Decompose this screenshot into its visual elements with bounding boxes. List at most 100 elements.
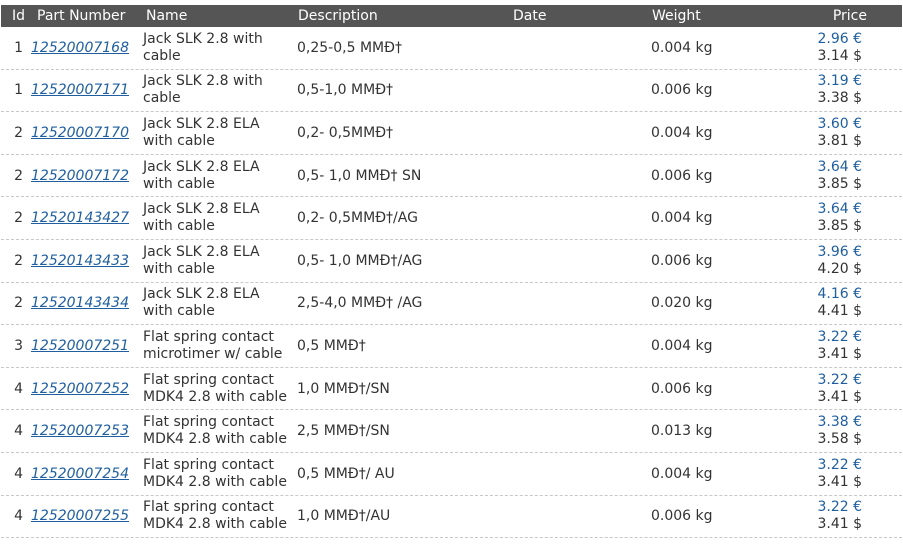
price-eur: 3.96 € [817,243,862,260]
cell-description: 0,5 MMĐ†/ AU [297,465,395,482]
part-number-link[interactable]: 12520007170 [31,124,129,141]
cell-part-number: 12520007168 [29,40,137,56]
cell-id: 4 [14,465,23,482]
part-number-link[interactable]: 12520007255 [31,508,129,525]
cell-description: 0,2- 0,5MMĐ† [297,124,394,141]
cell-description: 0,5-1,0 MMĐ† [297,82,394,99]
table-row: 1 12520007168 Jack SLK 2.8 with cable 0,25-… [1,27,902,70]
cell-name: Flat spring contact MDK4 2.8 with cable [143,414,287,448]
cell-weight: 0.004 kg [651,210,713,227]
table-row: 2 12520143433 Jack SLK 2.8 ELA with cable 0… [1,240,902,283]
cell-weight: 0.004 kg [651,39,713,56]
cell-name: Jack SLK 2.8 ELA with cable [143,158,260,192]
cell-price: 3.22 €3.41 $ [787,329,899,363]
cell-weight: 0.006 kg [651,167,713,184]
cell-part-number: 12520143433 [29,253,137,269]
cell-price: 3.64 €3.85 $ [787,201,899,235]
price-eur: 3.38 € [817,414,862,431]
part-number-link[interactable]: 12520143434 [31,295,129,312]
cell-description: 0,5- 1,0 MMĐ† SN [297,167,422,184]
cell-price: 2.96 €3.14 $ [787,31,899,65]
price-eur: 3.22 € [817,456,862,473]
cell-description: 0,2- 0,5MMĐ†/AG [297,210,418,227]
cell-description: 2,5-4,0 MMĐ† /AG [297,295,423,312]
price-usd: 3.14 $ [817,47,862,64]
price-usd: 3.41 $ [817,516,862,533]
part-number-link[interactable]: 12520007172 [31,167,129,184]
price-eur: 3.64 € [817,158,862,175]
cell-id: 4 [14,423,23,440]
cell-description: 0,5 MMĐ† [297,337,366,354]
cell-description: 1,0 MMĐ†/SN [297,380,390,397]
table-row: 2 12520007170 Jack SLK 2.8 ELA with cable 0… [1,112,902,155]
table-header: Id Part Number Name Description Date Wei… [1,5,902,27]
table-row: 4 12520007253 Flat spring contact MDK4 2.8… [1,410,902,453]
part-number-link[interactable]: 12520007252 [31,380,129,397]
cell-id: 2 [14,295,23,312]
cell-name: Jack SLK 2.8 with cable [143,30,263,64]
cell-weight: 0.006 kg [651,252,713,269]
price-usd: 4.20 $ [817,260,862,277]
table-row: 2 12520007172 Jack SLK 2.8 ELA with cable 0… [1,155,902,198]
part-number-link[interactable]: 12520007253 [31,423,129,440]
cell-price: 3.60 €3.81 $ [787,116,899,150]
cell-weight: 0.013 kg [651,423,713,440]
price-eur: 3.22 € [817,328,862,345]
cell-part-number: 12520007170 [29,125,137,141]
part-number-link[interactable]: 12520143427 [31,210,129,227]
column-header-id[interactable]: Id [11,8,25,24]
cell-price: 3.22 €3.41 $ [787,372,899,406]
cell-part-number: 12520007253 [29,423,137,439]
price-eur: 3.60 € [817,115,862,132]
cell-id: 3 [14,337,23,354]
parts-table: Id Part Number Name Description Date Wei… [1,5,902,539]
cell-weight: 0.004 kg [651,465,713,482]
cell-price: 3.22 €3.41 $ [787,499,899,533]
part-number-link[interactable]: 12520007171 [31,82,129,99]
column-header-name[interactable]: Name [146,7,188,24]
cell-price: 3.96 €4.20 $ [787,244,899,278]
column-header-weight[interactable]: Weight [652,8,701,24]
cell-weight: 0.006 kg [651,380,713,397]
cell-part-number: 12520143427 [29,210,137,226]
table-row: 1 12520007171 Jack SLK 2.8 with cable 0,5-1… [1,70,902,113]
table-row: 4 12520007254 Flat spring contact MDK4 2.8… [1,453,902,496]
part-number-link[interactable]: 12520007254 [31,465,129,482]
cell-name: Jack SLK 2.8 ELA with cable [143,201,260,235]
cell-weight: 0.004 kg [651,124,713,141]
cell-part-number: 12520007254 [29,466,137,482]
cell-part-number: 12520007171 [29,82,137,98]
cell-description: 1,0 MMĐ†/AU [297,508,391,525]
cell-id: 4 [14,508,23,525]
table-body: 1 12520007168 Jack SLK 2.8 with cable 0,25-… [1,27,902,539]
part-number-link[interactable]: 12520143433 [31,252,129,269]
part-number-link[interactable]: 12520007168 [31,39,129,56]
cell-price: 3.64 €3.85 $ [787,159,899,193]
column-header-description[interactable]: Description [298,8,378,24]
cell-part-number: 12520007251 [29,338,137,354]
price-eur: 2.96 € [817,30,862,47]
cell-name: Flat spring contact MDK4 2.8 with cable [143,499,287,533]
price-usd: 3.81 $ [817,132,862,149]
cell-id: 1 [14,82,23,99]
cell-part-number: 12520007255 [29,508,137,524]
cell-id: 2 [14,210,23,227]
part-number-link[interactable]: 12520007251 [31,337,129,354]
cell-id: 2 [14,167,23,184]
column-header-date[interactable]: Date [513,8,547,24]
price-eur: 3.22 € [817,499,862,516]
table-row: 2 12520143427 Jack SLK 2.8 ELA with cable 0… [1,197,902,240]
cell-price: 3.38 €3.58 $ [787,414,899,448]
price-usd: 3.41 $ [817,388,862,405]
price-usd: 3.58 $ [817,431,862,448]
price-usd: 3.41 $ [817,345,862,362]
cell-id: 2 [14,124,23,141]
price-usd: 4.41 $ [817,303,862,320]
column-header-part-number[interactable]: Part Number [37,8,126,24]
column-header-price[interactable]: Price [832,7,867,24]
cell-price: 4.16 €4.41 $ [787,286,899,320]
cell-name: Jack SLK 2.8 ELA with cable [143,286,260,320]
price-usd: 3.85 $ [817,175,862,192]
cell-name: Flat spring contact MDK4 2.8 with cable [143,371,287,405]
price-eur: 3.19 € [817,73,862,90]
